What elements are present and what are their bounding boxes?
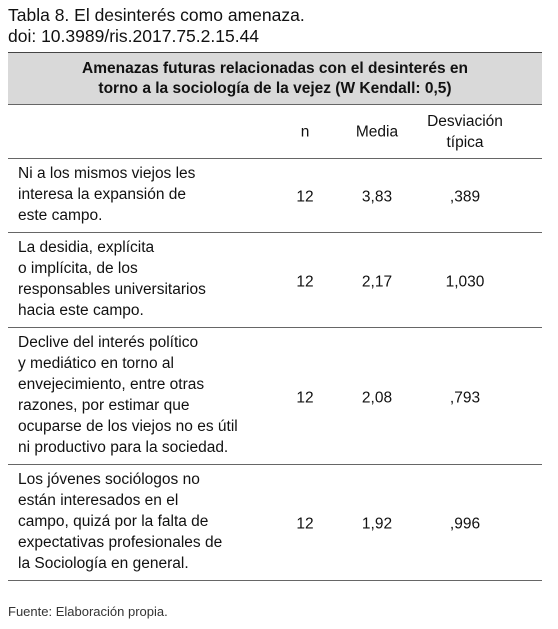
- row-label: Ni a los mismos viejos les interesa la ex…: [18, 163, 283, 226]
- cell-desviacion: ,793: [449, 389, 481, 406]
- row-label: Declive del interés político y mediático …: [18, 332, 283, 458]
- label-line: ni productivo para la sociedad.: [18, 439, 229, 456]
- table-title-band: Amenazas futuras relacionadas con el des…: [8, 52, 542, 105]
- source: Fuente: Elaboración propia.: [8, 604, 168, 619]
- label-line: y mediático en torno al: [18, 355, 174, 372]
- row-rule: [8, 464, 542, 465]
- label-line: están interesados en el: [18, 492, 179, 509]
- row-rule: [8, 327, 542, 328]
- header-line: n: [300, 123, 310, 140]
- row-label: La desidia, explícita o implícita, de los…: [18, 237, 283, 321]
- cell-desviacion: 1,030: [445, 273, 485, 290]
- cell-n: 12: [296, 188, 314, 206]
- label-line: ocuparse de los viejos no es útil: [18, 418, 238, 435]
- row-rule: [8, 580, 542, 581]
- label-line: La desidia, explícita: [18, 239, 155, 256]
- label-line: responsables universitarios: [18, 281, 206, 298]
- cell-desviacion: ,389: [449, 188, 481, 206]
- row-label: Los jóvenes sociólogos no están interesad…: [18, 469, 283, 574]
- cell-n: 12: [296, 515, 314, 533]
- label-line: o implícita, de los: [18, 260, 138, 277]
- cell-n: 12: [296, 389, 314, 406]
- label-line: envejecimiento, entre otras: [18, 376, 205, 393]
- label-line: Declive del interés político: [18, 334, 199, 351]
- label-line: Ni a los mismos viejos les: [18, 165, 196, 182]
- table-title: Amenazas futuras relacionadas con el des…: [8, 59, 542, 99]
- label-line: interesa la expansión de: [18, 186, 187, 203]
- label-line: la Sociología en general.: [18, 555, 189, 572]
- header-line: Desviación: [427, 112, 503, 130]
- cell-media: 1,92: [361, 515, 393, 533]
- cell-media: 2,08: [361, 389, 393, 406]
- header-line: Media: [355, 123, 399, 140]
- label-line: razones, por estimar que: [18, 397, 190, 414]
- cell-desviacion: ,996: [449, 515, 481, 533]
- label-line: este campo.: [18, 207, 103, 224]
- label-line: expectativas profesionales de: [18, 534, 223, 551]
- header-line: típica: [446, 133, 484, 151]
- caption-doi: doi: 10.3989/ris.2017.75.2.15.44: [8, 26, 260, 46]
- cell-n: 12: [296, 273, 314, 290]
- label-line: Los jóvenes sociólogos no: [18, 471, 200, 488]
- title-line: torno a la sociología de la vejez (W Ken…: [98, 80, 452, 97]
- column-header: Desviación típica: [427, 111, 503, 153]
- column-header: n: [301, 121, 310, 142]
- label-line: hacia este campo.: [18, 302, 144, 319]
- title-line: Amenazas futuras relacionadas con el des…: [82, 60, 468, 77]
- row-rule: [8, 158, 542, 159]
- label-line: campo, quizá por la falta de: [18, 513, 209, 530]
- caption-title: Tabla 8. El desinterés como amenaza.: [8, 5, 305, 25]
- row-rule: [8, 232, 542, 233]
- column-header: Media: [356, 121, 398, 142]
- cell-media: 2,17: [361, 273, 393, 290]
- cell-media: 3,83: [361, 188, 393, 206]
